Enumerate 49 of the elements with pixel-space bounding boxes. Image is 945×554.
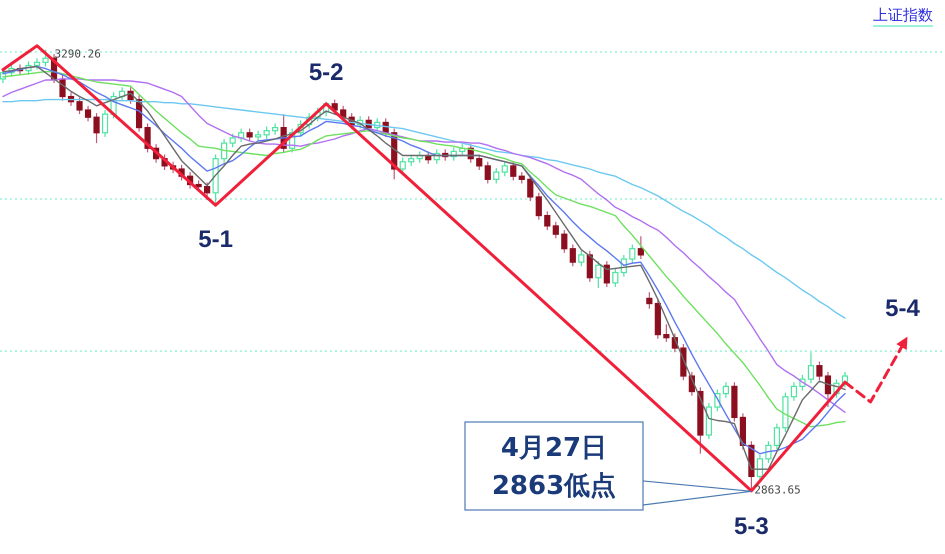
annotation: 3290.26 <box>54 48 101 61</box>
candlestick <box>425 150 432 164</box>
candlestick <box>400 157 406 174</box>
candlestick <box>204 182 210 201</box>
candlestick <box>552 221 559 239</box>
chart-title: 上证指数 <box>873 6 933 24</box>
candlestick <box>604 260 610 288</box>
candlestick <box>484 161 491 184</box>
candlestick <box>638 236 644 260</box>
candlestick <box>476 154 482 171</box>
candlestick <box>408 154 414 166</box>
candlestick <box>595 260 602 289</box>
candlestick <box>722 382 729 398</box>
candlestick <box>272 122 278 136</box>
candlestick <box>42 49 49 68</box>
annotation: 5-1 <box>198 226 233 254</box>
annotation: 5-4 <box>885 294 920 322</box>
annotation: 5-2 <box>308 58 344 86</box>
candlestick <box>629 244 636 264</box>
candlestick <box>816 360 823 381</box>
candlestick <box>230 133 236 148</box>
annotation: 2863.65 <box>754 483 801 496</box>
candlestick <box>246 128 253 142</box>
candlestick <box>264 126 270 140</box>
candlestick <box>102 109 108 138</box>
candlestick <box>255 130 262 142</box>
candlestick <box>808 352 814 384</box>
candlestick <box>544 210 550 231</box>
candlestick <box>646 292 652 310</box>
candlestick <box>518 172 525 184</box>
candlestick <box>84 105 92 122</box>
candlestick <box>527 174 534 202</box>
candlestick <box>586 250 593 282</box>
candlestick <box>663 324 670 342</box>
candlestick <box>510 161 516 181</box>
candlestick <box>34 58 40 70</box>
candlestick <box>76 96 83 115</box>
candlestick <box>493 167 500 184</box>
candlestick <box>502 161 508 177</box>
candlestick <box>93 112 100 144</box>
candlestick <box>578 250 584 267</box>
text: 5-3 <box>734 512 769 540</box>
candlestick <box>561 229 568 254</box>
candlestick <box>570 244 576 267</box>
candlestick <box>790 382 798 402</box>
candlestick <box>536 192 542 220</box>
annotation: 4月27日 2863低点 <box>492 433 616 501</box>
candlestick <box>774 423 780 450</box>
candlestick <box>612 268 618 288</box>
